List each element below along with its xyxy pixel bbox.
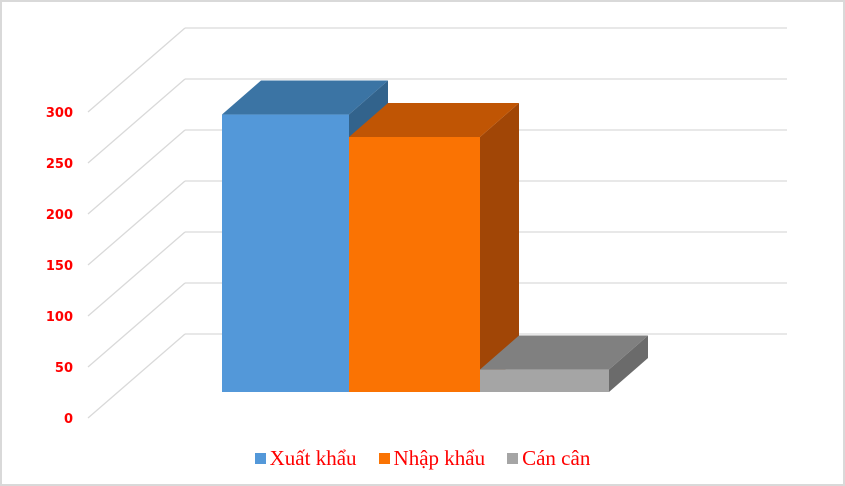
legend-label: Xuất khẩu [269,446,357,470]
side-gridline [87,129,186,215]
legend-swatch-nhap-khau [378,453,390,464]
legend-item-can-can: Cán cân [507,446,590,471]
y-tick-label: 100 [46,310,73,325]
legend-swatch-can-can [507,453,519,464]
bar-top-xuat-khau [222,80,388,115]
legend-label: Nhập khẩu [393,446,486,470]
side-gridline [87,180,186,266]
legend-label: Cán cân [522,446,591,470]
side-gridline [87,27,186,113]
y-tick-label: 150 [46,259,73,274]
bar-side-nhap-khau [480,103,519,392]
y-tick-label: 200 [46,208,73,223]
y-tick-label: 300 [46,106,73,121]
bar-chart-3d: 0 50 100 150 200 250 300 [46,27,787,427]
bar-xuat-khau [222,114,349,392]
side-gridline [87,333,186,419]
bar-side-can-can [609,335,648,392]
legend: Xuất khẩu Nhập khẩu Cán cân [2,446,843,471]
legend-item-xuat-khau: Xuất khẩu [254,446,357,471]
y-tick-label: 0 [64,412,73,427]
bar-can-can [480,369,609,392]
y-tick-label: 250 [46,157,73,172]
side-gridline [87,231,186,317]
bar-top-can-can [480,335,648,370]
side-gridline [87,78,186,164]
bar-nhap-khau [349,137,480,392]
side-gridline [87,282,186,368]
legend-item-nhap-khau: Nhập khẩu [378,446,486,471]
legend-swatch-xuat-khau [254,453,266,464]
bar-top-nhap-khau [349,103,519,137]
y-tick-label: 50 [55,361,73,376]
